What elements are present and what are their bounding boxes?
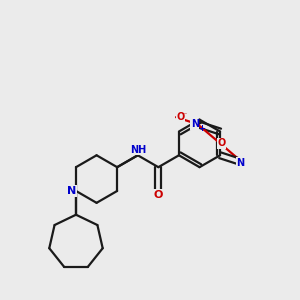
Text: N: N [191,119,199,129]
Text: O: O [176,112,184,122]
Text: ⁻: ⁻ [182,111,187,120]
Text: +: + [198,124,205,133]
Text: O: O [218,138,226,148]
Text: O: O [154,190,163,200]
Text: N: N [67,186,76,196]
Text: N: N [236,158,244,168]
Text: NH: NH [130,145,146,155]
